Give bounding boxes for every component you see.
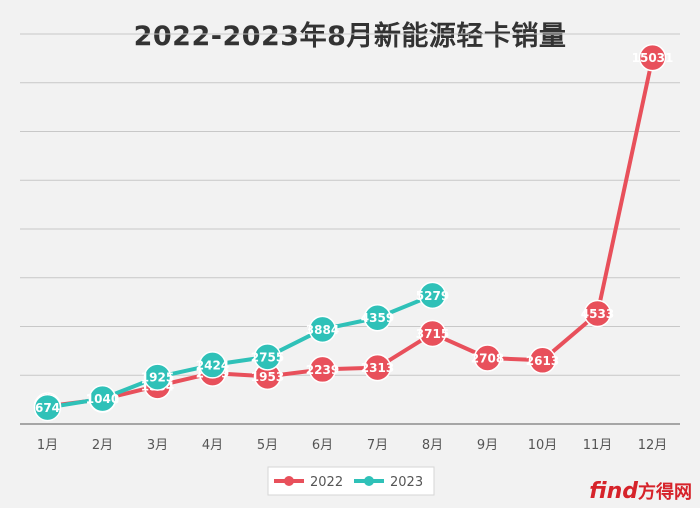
data-point-2022 [638, 43, 667, 72]
data-label-2023: 2424 [196, 358, 229, 372]
data-point-2023 [363, 303, 392, 332]
data-point-2022 [473, 344, 502, 372]
data-label-2022: 3715 [416, 327, 449, 341]
x-tick-label: 12月 [638, 438, 668, 453]
data-label-2022: 4533 [581, 307, 614, 321]
x-tick-label: 4月 [202, 438, 223, 453]
x-tick-label: 6月 [312, 438, 333, 453]
data-point-2023 [253, 343, 282, 371]
x-tick-label: 8月 [422, 438, 443, 453]
data-point-2023 [308, 315, 337, 344]
legend-marker-2023 [364, 476, 374, 486]
data-label-2023: 5279 [416, 289, 449, 303]
data-point-2023 [33, 393, 62, 422]
data-point-2022 [308, 355, 337, 384]
data-label-2023: 2755 [251, 350, 284, 364]
data-point-2022 [528, 346, 557, 375]
data-point-2023 [143, 363, 172, 391]
data-label-2023: 3884 [306, 323, 339, 337]
data-point-2023 [88, 384, 117, 413]
data-label-2023: 4359 [361, 311, 394, 325]
watermark-brand: find [589, 479, 638, 504]
legend-label-2022: 2022 [310, 475, 343, 490]
data-label-2022: 2239 [306, 363, 339, 377]
x-tick-label: 11月 [583, 438, 613, 453]
series-line-2022 [47, 57, 655, 409]
watermark-sub: 方得网 [638, 482, 692, 503]
data-label-2022: 15031 [632, 51, 674, 65]
data-point-2023 [418, 281, 447, 310]
data-label-2022: 1953 [251, 370, 284, 384]
x-tick-label: 1月 [37, 438, 58, 453]
x-tick-label: 5月 [257, 438, 278, 453]
x-tick-label: 3月 [147, 438, 168, 453]
legend-label-2023: 2023 [390, 475, 423, 490]
data-label-2023: 674 [35, 401, 60, 415]
chart-title: 2022-2023年8月新能源轻卡销量 [133, 21, 567, 52]
data-point-2022 [583, 299, 612, 328]
x-tick-label: 2月 [92, 438, 113, 453]
legend-marker-2022 [284, 476, 294, 486]
data-label-2022: 2313 [361, 361, 394, 375]
data-label-2023: 1925 [141, 371, 174, 385]
data-point-2022 [418, 319, 447, 348]
x-tick-label: 7月 [367, 438, 388, 453]
x-tick-label: 10月 [528, 438, 558, 453]
data-point-2022 [363, 353, 392, 382]
x-tick-label: 9月 [477, 438, 498, 453]
watermark-logo: find方得网 [589, 478, 692, 504]
data-point-2023 [198, 351, 227, 379]
data-label-2022: 2708 [471, 351, 504, 365]
data-label-2023: 1040 [86, 392, 119, 406]
data-label-2022: 2613 [526, 354, 559, 368]
legend-box [267, 466, 435, 496]
